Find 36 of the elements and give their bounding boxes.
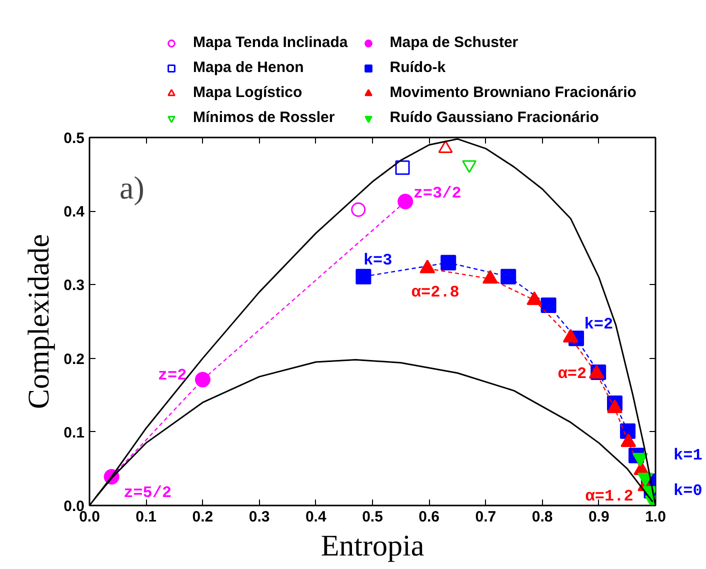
legend-label: Ruído-k bbox=[390, 59, 446, 76]
annotation: k=3 bbox=[363, 252, 392, 270]
x-tick-label: 1.0 bbox=[645, 508, 666, 526]
x-tick-label: 0.6 bbox=[418, 508, 440, 526]
legend-label: Mapa de Schuster bbox=[390, 34, 518, 51]
annotation: α=1.2 bbox=[585, 487, 634, 506]
x-tick-label: 0.2 bbox=[192, 508, 214, 526]
annotation: z=5/2 bbox=[124, 484, 172, 502]
legend-label: Ruído Gaussiano Fracionário bbox=[390, 109, 599, 126]
annotation: k=2 bbox=[584, 315, 614, 334]
legend-label: Mapa de Henon bbox=[193, 59, 304, 76]
x-tick-label: 0.7 bbox=[475, 508, 496, 526]
y-tick-label: 0.1 bbox=[64, 424, 85, 442]
annotation: α=2 bbox=[558, 364, 587, 383]
legend-label: Movimento Browniano Fracionário bbox=[390, 84, 636, 101]
annotation: k=1 bbox=[674, 446, 702, 464]
y-tick-label: 0.2 bbox=[64, 350, 85, 368]
annotation: k=0 bbox=[674, 482, 702, 500]
y-tick-label: 0.3 bbox=[64, 277, 85, 294]
legend-label: Mapa Logístico bbox=[193, 84, 302, 101]
x-tick-label: 0.5 bbox=[362, 508, 383, 526]
legend-label: Mínimos de Rossler bbox=[193, 109, 335, 126]
x-tick-label: 0.3 bbox=[248, 508, 270, 526]
y-axis-title: Complexidade bbox=[22, 234, 56, 409]
legend-label: Mapa Tenda Inclinada bbox=[193, 34, 348, 51]
x-tick-label: 0.1 bbox=[136, 508, 157, 526]
x-tick-label: 0.8 bbox=[532, 508, 553, 526]
y-tick-label: 0.5 bbox=[64, 130, 85, 147]
y-tick-label: 0.4 bbox=[64, 204, 86, 221]
annotation: α=2.8 bbox=[411, 284, 460, 302]
x-tick-label: 0.9 bbox=[588, 508, 610, 526]
x-tick-label: 0.4 bbox=[305, 508, 327, 526]
annotation: a) bbox=[120, 170, 144, 206]
annotation: z=3/2 bbox=[413, 184, 462, 203]
annotation: z=2 bbox=[158, 366, 187, 385]
x-axis-title: Entropia bbox=[320, 530, 424, 562]
